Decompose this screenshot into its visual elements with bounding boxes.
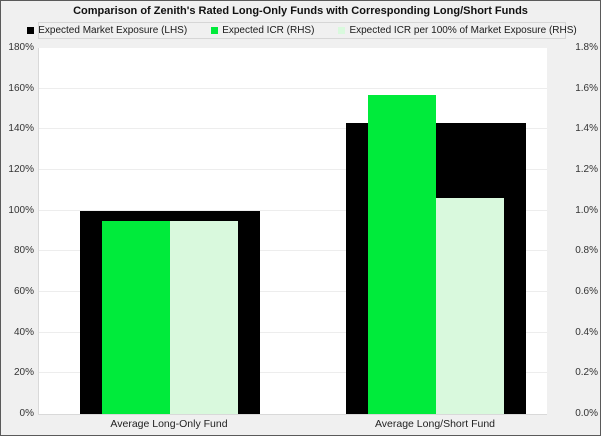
y-axis-tick-right: 1.2% <box>575 164 598 175</box>
x-axis-label: Average Long/Short Fund <box>374 418 496 430</box>
legend-label: Expected ICR per 100% of Market Exposure… <box>349 25 577 36</box>
x-axis: Average Long-Only Fund Average Long/Short… <box>38 415 546 435</box>
gridline <box>39 250 547 252</box>
legend-marker-square-icon <box>211 27 219 34</box>
y-axis-tick-left: 80% <box>13 245 34 257</box>
y-axis-tick-right: 0.6% <box>575 286 598 297</box>
gridline <box>39 331 547 333</box>
y-axis-tick-right: 0.4% <box>575 326 598 338</box>
plot-area <box>38 48 547 415</box>
legend-item-market-exposure: Expected Market Exposure (LHS) <box>27 25 187 36</box>
y-axis-left: 0% 20% 40% 60% 80% 100% 120% 140% 160% 180% <box>1 42 34 419</box>
bar-expected-icr-per-100-cat1 <box>436 198 504 414</box>
y-axis-tick-left: 0% <box>19 408 34 419</box>
y-axis-tick-left: 20% <box>13 367 34 379</box>
y-axis-right: 0.0% 0.2% 0.4% 0.6% 0.8% 1.0% 1.2% 1.4% 1.6% 1.8% <box>550 42 599 419</box>
gridline <box>39 291 547 292</box>
y-axis-tick-left: 60% <box>13 286 34 297</box>
bar-expected-icr-per-100-cat0 <box>170 220 238 414</box>
gridline <box>39 87 547 89</box>
y-axis-tick-right: 0.2% <box>575 367 598 379</box>
y-axis-tick-right: 1.4% <box>575 123 598 135</box>
legend: Expected Market Exposure (LHS) Expected … <box>27 22 577 39</box>
y-axis-tick-left: 140% <box>8 123 34 135</box>
gridline <box>39 128 547 130</box>
gridline <box>39 372 547 374</box>
y-axis-tick-left: 40% <box>13 326 34 338</box>
legend-item-icr: Expected ICR (RHS) <box>211 25 314 36</box>
legend-label: Expected Market Exposure (LHS) <box>38 25 188 36</box>
legend-marker-square-icon <box>338 27 346 34</box>
y-axis-tick-left: 120% <box>8 164 34 175</box>
y-axis-tick-right: 1.6% <box>575 82 598 94</box>
y-axis-tick-right: 0.0% <box>575 408 598 419</box>
y-axis-tick-left: 180% <box>8 42 34 53</box>
bar-expected-icr-cat0 <box>102 220 170 414</box>
gridline <box>39 209 547 211</box>
chart-title: Comparison of Zenith's Rated Long-Only F… <box>73 5 528 17</box>
legend-label: Expected ICR (RHS) <box>222 25 315 36</box>
legend-marker-square-icon <box>27 27 35 34</box>
gridline <box>39 169 547 170</box>
x-axis-label: Average Long-Only Fund <box>110 418 228 430</box>
y-axis-tick-right: 0.8% <box>575 245 598 257</box>
bar-expected-icr-cat1 <box>368 94 436 414</box>
y-axis-tick-left: 100% <box>8 204 34 216</box>
y-axis-tick-right: 1.8% <box>575 42 598 53</box>
y-axis-tick-right: 1.0% <box>575 204 598 216</box>
y-axis-tick-left: 160% <box>8 82 34 94</box>
legend-item-icr-per-100: Expected ICR per 100% of Market Exposure… <box>338 25 577 36</box>
